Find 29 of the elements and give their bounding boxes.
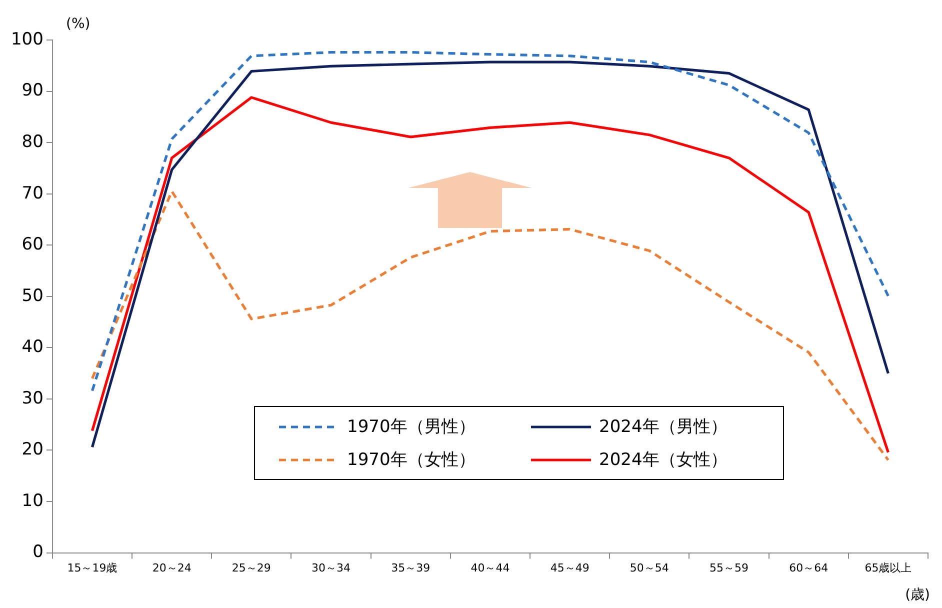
legend-label: 1970年（男性）	[347, 416, 476, 438]
line-series	[90, 51, 890, 392]
x-tick-label: 65歳以上	[864, 561, 912, 574]
legend-label: 2024年（女性）	[599, 449, 728, 471]
y-tick-label: 20	[22, 440, 44, 460]
legend-label: 2024年（男性）	[599, 416, 728, 438]
y-tick-label: 10	[22, 490, 44, 511]
y-tick-label: 40	[22, 337, 44, 358]
y-tick-label: 80	[22, 132, 44, 152]
legend-label: 1970年（女性）	[347, 449, 476, 471]
y-tick-label: 100	[10, 29, 44, 50]
x-tick-label: 25～29	[232, 561, 271, 574]
y-tick-label: 50	[22, 286, 44, 306]
y-axis-title: (%)	[66, 16, 90, 32]
x-tick-label: 40～44	[470, 561, 510, 574]
x-tick-label: 15～19歳	[67, 561, 118, 574]
x-tick-label: 30～34	[312, 561, 351, 574]
x-tick-label: 60～64	[789, 561, 828, 574]
y-tick-label: 70	[22, 183, 44, 204]
y-tick-label: 30	[22, 388, 44, 408]
x-tick-label: 50～54	[630, 561, 669, 574]
x-tick-label: 45～49	[550, 561, 590, 574]
x-tick-label: 35～39	[391, 561, 430, 574]
y-tick-label: 0	[32, 542, 44, 562]
x-tick-label: 20～24	[152, 561, 192, 574]
y-tick-label: 60	[22, 234, 44, 255]
x-axis-title: (歳)	[905, 586, 930, 604]
y-tick-label: 90	[22, 80, 44, 101]
x-tick-label: 55～59	[710, 561, 749, 574]
